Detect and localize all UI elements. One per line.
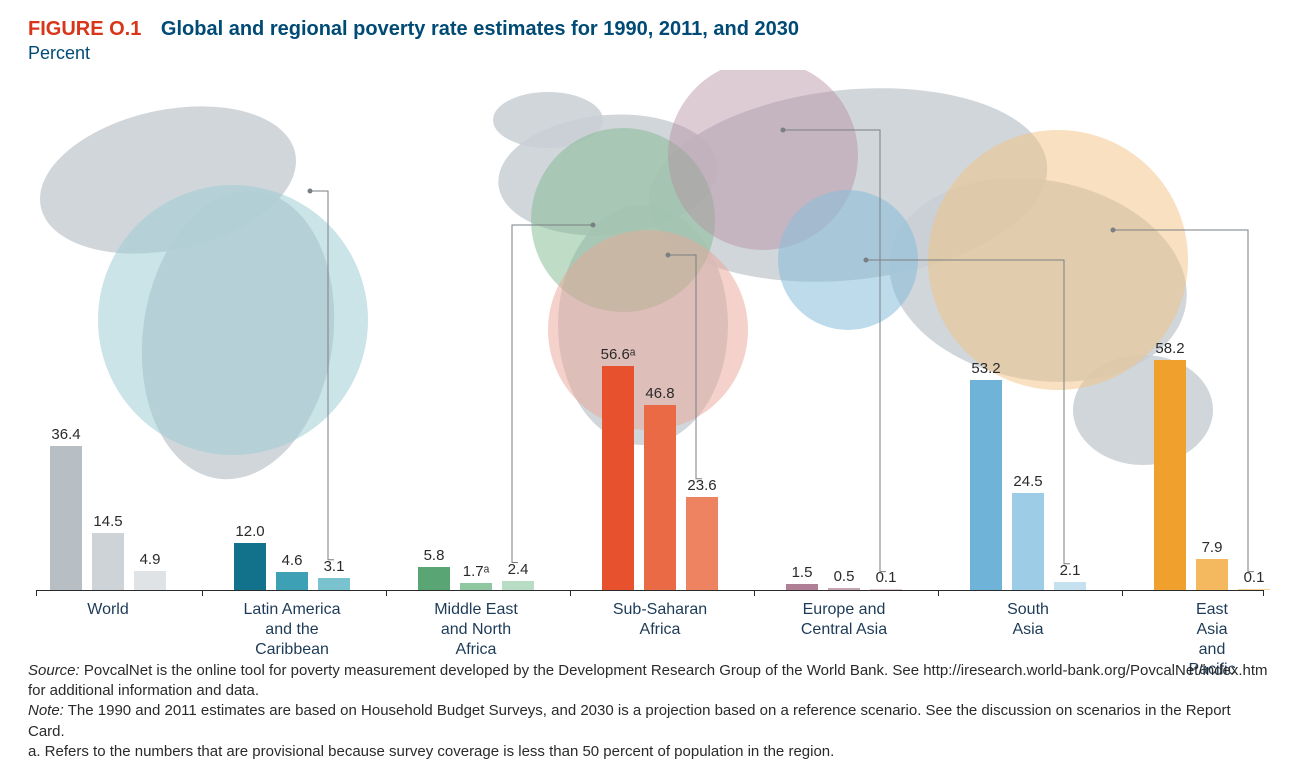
bar-value-ssa-0: 56.6ᵃ: [601, 346, 636, 363]
bar-south-asia-1: [1012, 493, 1044, 590]
bar-latin-america-1: [276, 572, 308, 590]
figure-number: FIGURE O.1: [28, 18, 141, 40]
bar-latin-america-2: [318, 578, 350, 590]
bar-world-0: [50, 446, 82, 590]
bar-value-world-0: 36.4: [51, 426, 80, 443]
bar-world-1: [92, 533, 124, 590]
region-label-mena: Middle Eastand NorthAfrica: [434, 600, 518, 660]
axis-tick: [386, 590, 387, 596]
bar-value-south-asia-2: 2.1: [1060, 562, 1081, 579]
bar-value-mena-1: 1.7ᵃ: [463, 563, 489, 580]
source-text: PovcalNet is the online tool for poverty…: [28, 662, 1268, 699]
source-label: Source:: [28, 662, 80, 679]
figure-title: Global and regional poverty rate estimat…: [161, 18, 799, 40]
axis-tick: [1263, 590, 1264, 596]
axis-tick: [202, 590, 203, 596]
note-label: Note:: [28, 702, 64, 719]
bar-value-ssa-2: 23.6: [687, 477, 716, 494]
bar-east-asia-2: [1238, 589, 1270, 590]
bar-value-eca-1: 0.5: [834, 568, 855, 585]
axis-tick: [938, 590, 939, 596]
bar-ssa-2: [686, 497, 718, 590]
region-label-ssa: Sub-SaharanAfrica: [613, 600, 707, 640]
bar-value-world-1: 14.5: [93, 513, 122, 530]
footnotes: Source: PovcalNet is the online tool for…: [28, 661, 1271, 762]
bar-value-east-asia-0: 58.2: [1155, 340, 1184, 357]
bar-south-asia-2: [1054, 582, 1086, 590]
chart-area: 36.4 14.5 4.9 World 12.0 4.6 3.1 Latin Americaa…: [28, 70, 1271, 660]
axis-tick: [754, 590, 755, 596]
bar-value-east-asia-2: 0.1: [1244, 569, 1265, 586]
bar-value-south-asia-0: 53.2: [971, 360, 1000, 377]
bar-east-asia-0: [1154, 360, 1186, 590]
axis-tick: [1122, 590, 1123, 596]
bar-mena-0: [418, 567, 450, 590]
bar-value-mena-2: 2.4: [508, 561, 529, 578]
bar-value-eca-2: 0.1: [876, 569, 897, 586]
bar-ssa-0: [602, 366, 634, 590]
region-label-world: World: [87, 600, 129, 620]
footnote-source: Source: PovcalNet is the online tool for…: [28, 661, 1271, 702]
bar-east-asia-1: [1196, 559, 1228, 590]
bar-value-eca-0: 1.5: [792, 564, 813, 581]
x-axis: [36, 590, 1263, 591]
bar-eca-2: [870, 589, 902, 590]
bar-ssa-1: [644, 405, 676, 590]
bar-value-latin-america-2: 3.1: [324, 558, 345, 575]
note-text: The 1990 and 2011 estimates are based on…: [28, 702, 1231, 739]
figure-subtitle: Percent: [28, 43, 1271, 64]
bar-value-mena-0: 5.8: [424, 547, 445, 564]
figure-heading: FIGURE O.1 Global and regional poverty r…: [28, 18, 1271, 41]
region-label-south-asia: SouthAsia: [1007, 600, 1049, 640]
bar-world-2: [134, 571, 166, 590]
bar-mena-2: [502, 581, 534, 590]
bar-eca-0: [786, 584, 818, 590]
bar-value-east-asia-1: 7.9: [1202, 539, 1223, 556]
bar-latin-america-0: [234, 543, 266, 590]
bar-value-latin-america-0: 12.0: [235, 523, 264, 540]
bars-layer: 36.4 14.5 4.9 World 12.0 4.6 3.1 Latin Americaa…: [28, 70, 1271, 660]
bar-value-south-asia-1: 24.5: [1013, 473, 1042, 490]
figure-container: FIGURE O.1 Global and regional poverty r…: [0, 0, 1299, 772]
footnote-a: a. Refers to the numbers that are provis…: [28, 742, 1271, 762]
region-label-latin-america: Latin Americaand theCaribbean: [244, 600, 341, 660]
axis-tick: [570, 590, 571, 596]
bar-value-world-2: 4.9: [140, 551, 161, 568]
bar-value-latin-america-1: 4.6: [282, 552, 303, 569]
axis-tick: [36, 590, 37, 596]
footnote-note: Note: The 1990 and 2011 estimates are ba…: [28, 701, 1271, 742]
region-label-eca: Europe andCentral Asia: [801, 600, 887, 640]
bar-value-ssa-1: 46.8: [645, 385, 674, 402]
bar-mena-1: [460, 583, 492, 590]
bar-south-asia-0: [970, 380, 1002, 590]
bar-eca-1: [828, 588, 860, 590]
